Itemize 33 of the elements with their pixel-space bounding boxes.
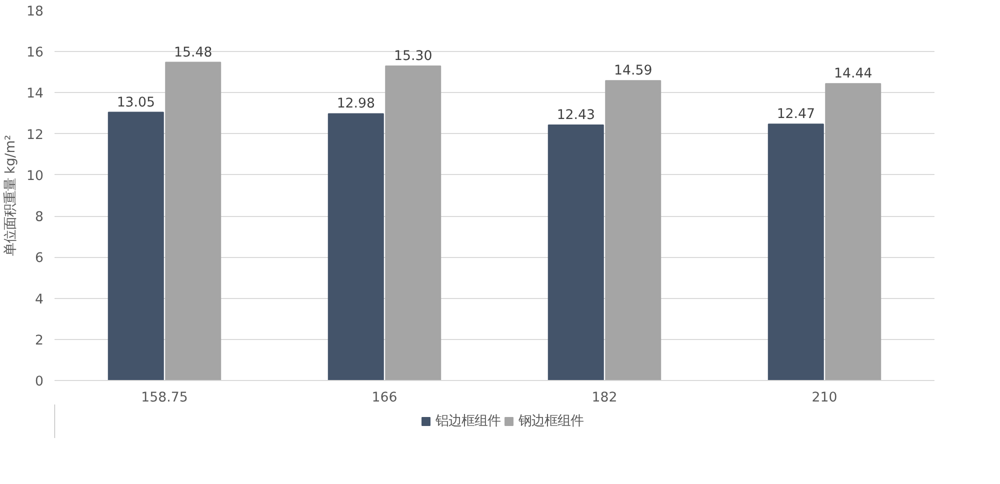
data-label: 13.05: [116, 95, 155, 110]
data-label: 14.44: [834, 66, 872, 82]
bar: [108, 112, 164, 380]
y-tick-label: 0: [35, 374, 44, 390]
data-label: 14.59: [614, 64, 652, 79]
y-tick-label: 12: [26, 128, 44, 143]
x-tick-label: 210: [812, 390, 838, 406]
x-tick-label: 166: [372, 390, 398, 406]
y-tick-label: 4: [35, 292, 44, 308]
legend-label: 钢边框组件: [518, 412, 584, 430]
y-tick-label: 2: [35, 333, 44, 348]
x-tick-label: 182: [592, 390, 618, 406]
data-label: 15.30: [394, 49, 432, 64]
bar: [825, 83, 882, 380]
y-tick-label: 14: [26, 86, 44, 102]
data-label: 12.47: [776, 107, 815, 122]
data-label: 12.98: [336, 96, 375, 112]
bar: [165, 62, 222, 380]
x-tick-label: 158.75: [141, 390, 188, 406]
bar: [328, 113, 384, 380]
y-tick-label: 18: [26, 4, 44, 20]
bar: [605, 80, 662, 380]
y-axis-title: 单位面积重量 kg/m²: [4, 134, 19, 256]
bar: [385, 66, 442, 380]
bar: [548, 124, 604, 380]
y-tick-label: 16: [26, 46, 44, 61]
y-tick-label: 8: [35, 210, 44, 226]
y-tick-label: 6: [35, 251, 44, 266]
y-tick-label: 10: [26, 168, 44, 184]
data-label: 15.48: [174, 45, 212, 60]
bar: [768, 124, 824, 380]
data-label: 12.43: [556, 108, 595, 123]
legend-label: 铝边框组件: [436, 412, 500, 430]
